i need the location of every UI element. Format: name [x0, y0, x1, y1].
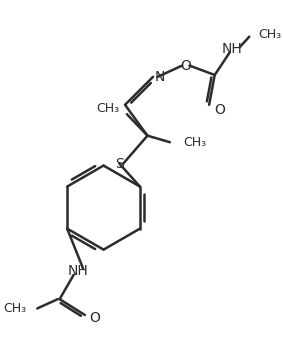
Text: CH₃: CH₃: [3, 302, 26, 315]
Text: CH₃: CH₃: [96, 102, 119, 115]
Text: NH: NH: [68, 264, 89, 278]
Text: O: O: [214, 102, 225, 117]
Text: CH₃: CH₃: [259, 28, 282, 41]
Text: O: O: [89, 311, 100, 325]
Text: N: N: [155, 70, 165, 84]
Text: CH₃: CH₃: [183, 136, 206, 149]
Text: S: S: [115, 157, 124, 171]
Text: NH: NH: [222, 42, 243, 56]
Text: O: O: [180, 59, 191, 73]
